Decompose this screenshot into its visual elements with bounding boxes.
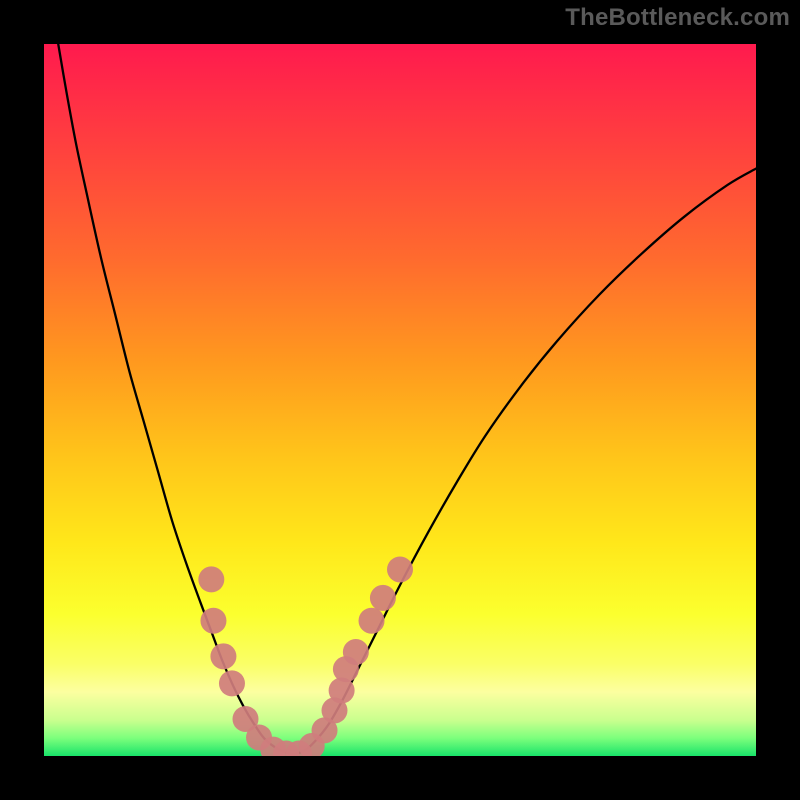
chart-canvas: TheBottleneck.com xyxy=(0,0,800,800)
chart-svg xyxy=(0,0,800,800)
marker-dot xyxy=(198,566,224,592)
marker-dot xyxy=(359,608,385,634)
marker-dot xyxy=(210,643,236,669)
marker-dot xyxy=(200,608,226,634)
gradient-background xyxy=(44,44,756,756)
marker-dot xyxy=(370,585,396,611)
marker-dot xyxy=(219,670,245,696)
marker-dot xyxy=(387,556,413,582)
marker-dot xyxy=(343,639,369,665)
